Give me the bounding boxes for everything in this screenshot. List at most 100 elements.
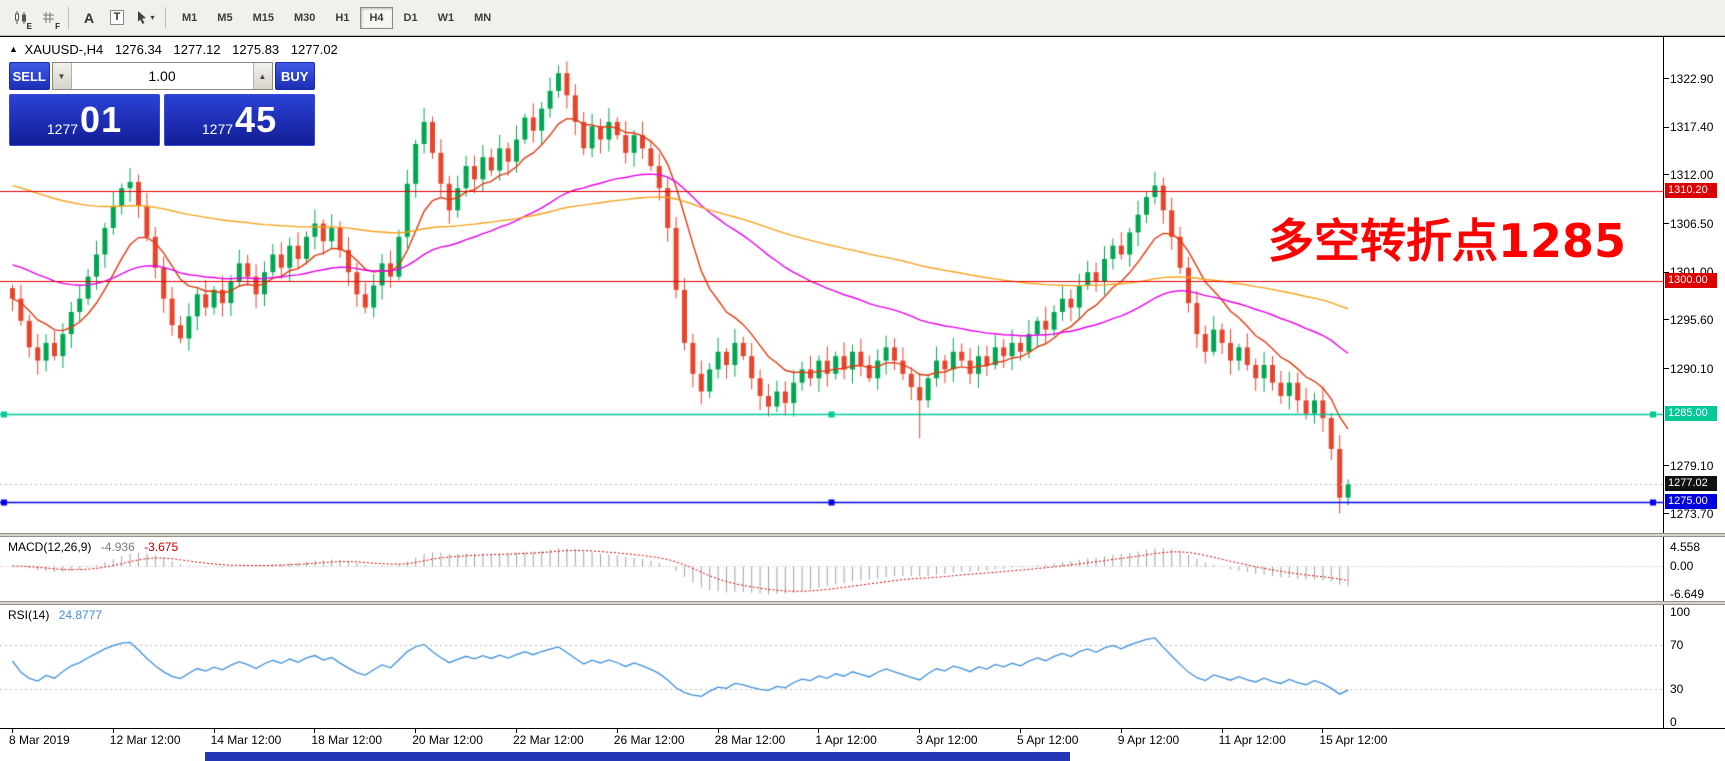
symbol-info: ▲ XAUUSD-,H4 1276.34 1277.12 1275.83 127… [9,42,338,57]
time-axis-label: 22 Mar 12:00 [513,733,584,747]
timeframe-button-H4[interactable]: H4 [360,6,393,29]
macd-main-value: -4.936 [100,540,135,554]
time-axis-label: 28 Mar 12:00 [714,733,786,747]
buy-quote[interactable]: 1277 45 [164,94,315,146]
rsi-value: 24.8777 [58,608,103,622]
price-tag: 1285.00 [1665,405,1717,421]
high-value: 1277.12 [173,42,221,57]
buy-button[interactable]: BUY [274,62,315,90]
price-axis-label: 1317.40 [1670,120,1714,135]
time-tick-mark [516,729,517,733]
macd-signal-value: -3.675 [144,540,179,554]
time-tick-mark [213,729,215,733]
price-tick-mark [1664,223,1669,225]
time-tick-mark [112,729,114,733]
macd-canvas[interactable] [0,537,1663,601]
timeframe-button-M15[interactable]: M15 [244,7,283,29]
time-axis-label: 5 Apr 12:00 [1017,733,1079,747]
price-tick-mark [1664,319,1669,321]
rsi-canvas[interactable] [0,605,1663,728]
grid-icon[interactable]: F [35,5,61,31]
time-tick-mark [1120,729,1122,733]
chart-shift-icon: ▲ [9,44,18,54]
time-tick-mark [818,729,820,733]
price-tick-mark [1664,126,1669,128]
price-axis-label: 1295.60 [1670,312,1714,327]
timeframe-button-M30[interactable]: M30 [285,7,324,29]
timeframe-button-D1[interactable]: D1 [395,7,427,29]
buy-price-main: 1277 [201,121,234,137]
price-axis-label: 1322.90 [1670,71,1714,86]
timeframe-group: M1 M5 M15 M30 H1 H4 D1 W1 MN [172,6,501,29]
timeframe-button-M1[interactable]: M1 [173,7,206,29]
time-tick-mark [12,729,13,733]
rsi-indicator-label: RSI(14) 24.8777 [8,608,102,622]
rsi-axis-label: 100 [1670,604,1691,619]
rsi-name: RSI(14) [8,608,50,622]
sell-quote[interactable]: 1277 01 [9,94,160,146]
price-axis-label: 1273.70 [1670,506,1714,521]
volume-decrease-button[interactable]: ▼ [52,63,72,89]
sell-price-pips: 01 [80,99,123,140]
time-tick-mark [1322,729,1324,733]
close-value: 1277.02 [290,42,338,57]
macd-axis-label: 4.558 [1670,539,1701,554]
macd-axis-label: 0.00 [1670,559,1694,573]
time-tick-mark [616,729,618,733]
time-axis-label: 26 Mar 12:00 [613,733,685,747]
time-axis-label: 12 Mar 12:00 [109,733,181,747]
volume-control: ▼ ▲ [51,62,273,90]
volume-increase-button[interactable]: ▲ [252,63,272,89]
toolbar-separator [68,6,69,29]
price-axis-label: 1312.00 [1670,167,1714,182]
buy-price-pips: 45 [235,99,278,140]
sell-price-main: 1277 [46,121,79,137]
price-axis: 1322.901317.401312.001306.501301.001295.… [1663,37,1725,752]
time-tick-mark [1221,729,1223,733]
price-tag: 1310.20 [1665,182,1717,198]
rsi-panel-separator[interactable] [0,601,1725,605]
time-axis-label: 18 Mar 12:00 [311,733,383,747]
sell-button[interactable]: SELL [9,62,50,90]
time-axis-label: 9 Apr 12:00 [1117,733,1180,747]
low-value: 1275.83 [232,42,280,57]
rsi-axis-label: 0 [1670,714,1677,729]
price-tag: 1277.02 [1665,476,1717,492]
price-tick-mark [1664,465,1669,467]
rsi-axis-label: 30 [1670,681,1684,696]
time-axis-label: 15 Apr 12:00 [1319,733,1388,747]
toolbar: E F A T ▾ M1 M5 M15 M30 H1 H4 D1 W1 MN [0,0,1725,36]
timeframe-button-M5[interactable]: M5 [208,7,241,29]
time-axis-label: 14 Mar 12:00 [210,733,282,747]
chart-annotation-text: 多空转折点1285 [1268,214,1627,268]
time-axis-label: 11 Apr 12:00 [1218,733,1286,747]
time-tick-mark [919,729,921,733]
time-tick-mark [717,729,719,733]
candlestick-chart-icon[interactable]: E [7,5,33,31]
timeframe-button-W1[interactable]: W1 [429,7,464,29]
timeframe-button-H1[interactable]: H1 [326,7,358,29]
price-tag: 1275.00 [1665,494,1717,510]
price-tick-mark [1664,78,1669,80]
price-axis-label: 1279.10 [1670,458,1714,473]
timeframe-button-MN[interactable]: MN [465,7,500,29]
price-tick-mark [1664,368,1669,370]
time-axis-label: 8 Mar 2019 [9,733,70,747]
time-axis-label: 3 Apr 12:00 [916,733,978,747]
price-axis-label: 1306.50 [1670,216,1714,231]
price-tick-mark [1664,271,1669,273]
text-label-icon[interactable]: A [76,5,102,31]
price-tick-mark [1664,174,1669,176]
macd-axis-label: -6.649 [1670,586,1705,601]
taskbar-strip [205,752,1070,761]
macd-panel-separator[interactable] [0,533,1725,537]
icon-sub-label: F [55,21,60,31]
time-axis-label: 20 Mar 12:00 [412,733,483,747]
volume-input[interactable] [71,63,253,89]
price-axis-label: 1290.10 [1670,361,1714,376]
chart-border [0,36,1725,37]
open-value: 1276.34 [114,42,162,57]
text-tool-icon[interactable]: T [104,5,130,31]
crosshair-tool-icon[interactable]: ▾ [132,5,158,31]
time-tick-mark [415,729,417,733]
